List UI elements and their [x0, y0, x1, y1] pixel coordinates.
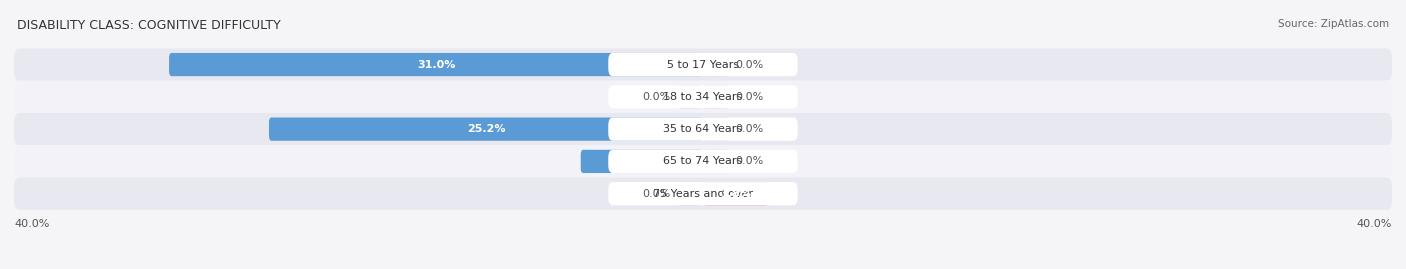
Text: 7.1%: 7.1% [627, 156, 657, 167]
FancyBboxPatch shape [678, 85, 703, 108]
Text: 35 to 64 Years: 35 to 64 Years [664, 124, 742, 134]
FancyBboxPatch shape [703, 85, 728, 108]
FancyBboxPatch shape [14, 113, 1392, 145]
FancyBboxPatch shape [14, 81, 1392, 113]
FancyBboxPatch shape [609, 53, 797, 76]
FancyBboxPatch shape [609, 150, 797, 173]
FancyBboxPatch shape [609, 118, 797, 141]
FancyBboxPatch shape [609, 85, 797, 108]
Text: 3.8%: 3.8% [720, 189, 751, 199]
FancyBboxPatch shape [703, 118, 728, 141]
Text: 5 to 17 Years: 5 to 17 Years [666, 59, 740, 70]
Text: DISABILITY CLASS: COGNITIVE DIFFICULTY: DISABILITY CLASS: COGNITIVE DIFFICULTY [17, 19, 281, 32]
Text: 65 to 74 Years: 65 to 74 Years [664, 156, 742, 167]
FancyBboxPatch shape [581, 150, 703, 173]
FancyBboxPatch shape [14, 178, 1392, 210]
Text: Source: ZipAtlas.com: Source: ZipAtlas.com [1278, 19, 1389, 29]
FancyBboxPatch shape [678, 182, 703, 205]
FancyBboxPatch shape [269, 118, 703, 141]
Text: 0.0%: 0.0% [735, 124, 763, 134]
Text: 0.0%: 0.0% [735, 156, 763, 167]
Text: 0.0%: 0.0% [643, 189, 671, 199]
FancyBboxPatch shape [703, 182, 769, 205]
Text: 0.0%: 0.0% [735, 59, 763, 70]
Text: 40.0%: 40.0% [14, 219, 49, 229]
Text: 75 Years and over: 75 Years and over [652, 189, 754, 199]
FancyBboxPatch shape [169, 53, 703, 76]
Text: 0.0%: 0.0% [735, 92, 763, 102]
Text: 40.0%: 40.0% [1357, 219, 1392, 229]
FancyBboxPatch shape [14, 48, 1392, 81]
Text: 25.2%: 25.2% [467, 124, 505, 134]
FancyBboxPatch shape [609, 182, 797, 205]
Text: 31.0%: 31.0% [416, 59, 456, 70]
FancyBboxPatch shape [703, 53, 728, 76]
FancyBboxPatch shape [14, 145, 1392, 178]
Text: 0.0%: 0.0% [643, 92, 671, 102]
Text: 18 to 34 Years: 18 to 34 Years [664, 92, 742, 102]
FancyBboxPatch shape [703, 150, 728, 173]
